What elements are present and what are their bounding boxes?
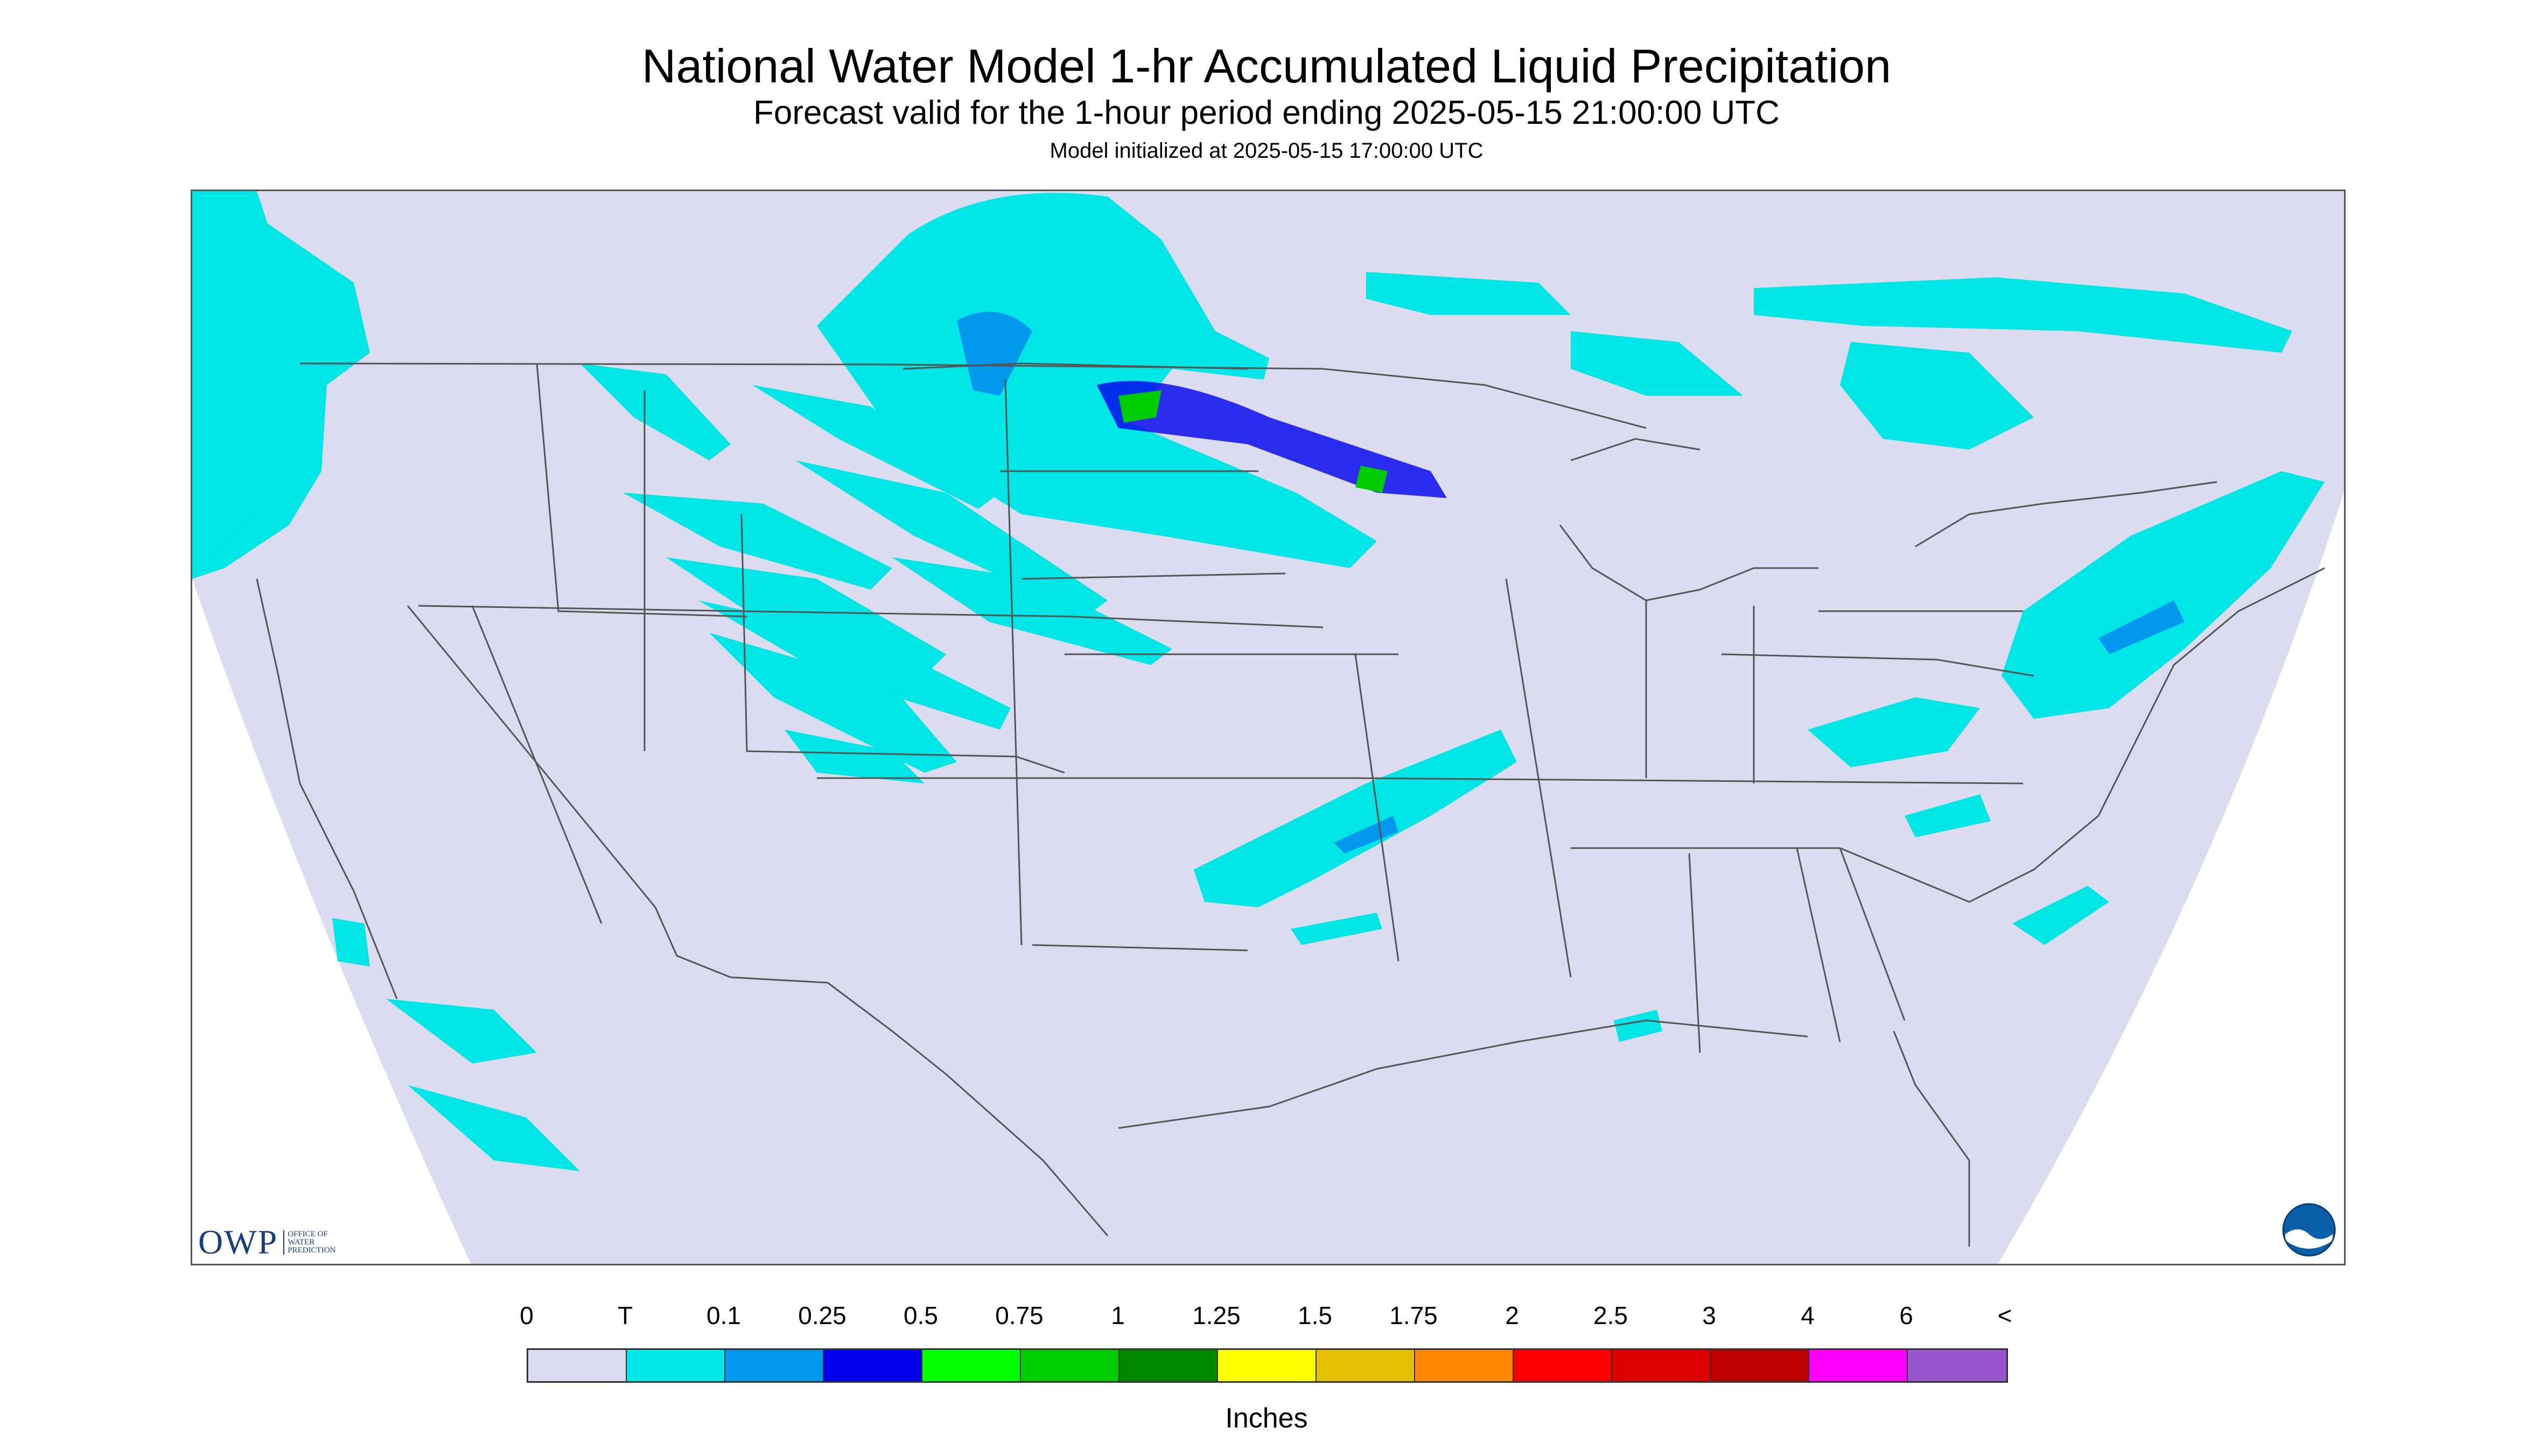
precip-plains-swirl xyxy=(817,193,1377,568)
owp-logo: OWP OFFICE OF WATER PREDICTION xyxy=(198,1222,335,1262)
model-init-time: Model initialized at 2025-05-15 17:00:00… xyxy=(1049,139,1484,163)
legend-swatch xyxy=(1908,1350,2006,1381)
precip-virginia xyxy=(1905,794,1991,837)
political-boundaries xyxy=(256,362,2325,1247)
legend-swatch xyxy=(1415,1350,1514,1381)
legend-tick-label: 0.75 xyxy=(995,1301,1044,1329)
legend-tick-label: 2.5 xyxy=(1593,1301,1628,1329)
precip-gulf xyxy=(1614,1010,1662,1042)
legend-swatch xyxy=(1809,1350,1908,1381)
noaa-logo-icon xyxy=(2282,1203,2336,1257)
precip-minnesota-green xyxy=(1355,466,1388,493)
precipitation-map xyxy=(191,190,2346,1265)
legend-tick-label: 6 xyxy=(1899,1301,1913,1329)
legend-tick-label: < xyxy=(1997,1301,2012,1329)
legend-tick-label: 3 xyxy=(1702,1301,1716,1329)
precip-northwest-streaks xyxy=(580,363,1172,783)
legend-swatch xyxy=(1711,1350,1809,1381)
legend-tick-label: 1 xyxy=(1111,1301,1125,1329)
precip-southwest xyxy=(332,918,580,1171)
map-title: National Water Model 1-hr Accumulated Li… xyxy=(641,39,1892,93)
legend-swatch xyxy=(725,1350,824,1381)
legend-tick-label: 1.5 xyxy=(1298,1301,1332,1329)
precip-southern-band xyxy=(1194,730,1517,907)
owp-logo-subtitle: OFFICE OF WATER PREDICTION xyxy=(283,1230,335,1255)
precip-pacific-nw xyxy=(192,191,370,579)
precip-northeast xyxy=(2002,471,2325,719)
legend-swatch xyxy=(1218,1350,1317,1381)
precip-canada-north xyxy=(1366,272,2292,450)
map-canvas xyxy=(192,191,2344,1264)
legend-tick-label: 1.25 xyxy=(1192,1301,1241,1329)
precip-dakota-green xyxy=(1118,390,1161,423)
legend-tick-label: T xyxy=(617,1301,633,1329)
legend-units: Inches xyxy=(1225,1403,1308,1434)
legend-tick-label: 1.75 xyxy=(1389,1301,1438,1329)
legend-tick-label: 4 xyxy=(1801,1301,1815,1329)
precip-northeast-core xyxy=(2098,600,2185,654)
legend-swatch xyxy=(1021,1350,1119,1381)
owp-logo-mark: OWP xyxy=(198,1223,278,1261)
legend-swatch xyxy=(1119,1350,1218,1381)
legend-swatch xyxy=(1514,1350,1612,1381)
legend-swatch xyxy=(1317,1350,1415,1381)
model-domain xyxy=(192,191,2344,1264)
legend-swatch xyxy=(627,1350,725,1381)
legend-tick-label: 2 xyxy=(1505,1301,1519,1329)
precip-carolina-coast xyxy=(2012,886,2109,945)
legend-swatch xyxy=(1612,1350,1711,1381)
precip-southern-core xyxy=(1334,816,1398,853)
precip-texas-strip xyxy=(1291,913,1382,945)
precip-dakota-band xyxy=(1097,381,1447,498)
legend-tick-label: 0.1 xyxy=(706,1301,741,1329)
legend-swatch xyxy=(528,1350,627,1381)
precip-pacific-coast xyxy=(192,493,251,568)
precip-legend-bar xyxy=(527,1348,2008,1383)
legend-tick-label: 0.25 xyxy=(798,1301,846,1329)
precip-midatlantic xyxy=(1808,697,1980,767)
legend-swatch xyxy=(824,1350,922,1381)
legend-tick-label: 0.5 xyxy=(904,1301,938,1329)
map-subtitle: Forecast valid for the 1-hour period end… xyxy=(753,94,1780,131)
legend-tick-label: 0 xyxy=(520,1301,534,1329)
precip-plains-core xyxy=(957,312,1032,396)
legend-swatch xyxy=(922,1350,1021,1381)
